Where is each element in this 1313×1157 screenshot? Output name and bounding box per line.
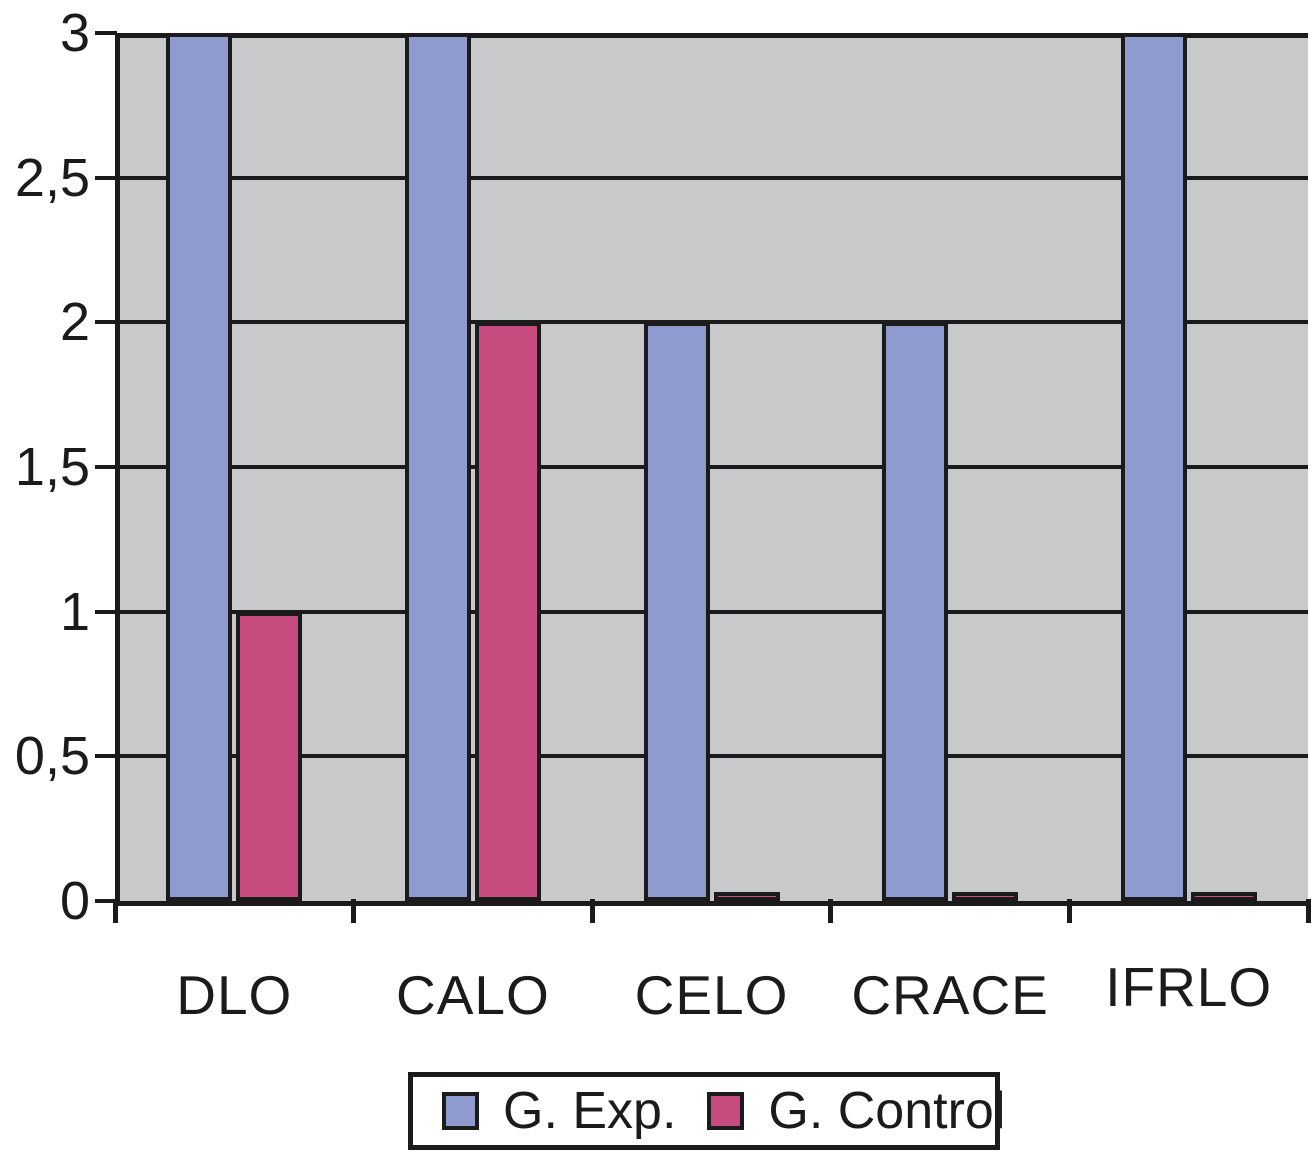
bar-control-crace xyxy=(952,892,1019,901)
x-axis-category-label: CELO xyxy=(634,964,789,1026)
gridline xyxy=(115,465,1308,469)
y-axis-tick-label: 2,5 xyxy=(14,147,90,208)
x-axis-tick xyxy=(112,899,118,923)
y-axis-tick-label: 0 xyxy=(59,871,90,931)
legend-label-control: G. Control xyxy=(768,1082,1006,1140)
y-axis-tick xyxy=(95,175,117,180)
x-axis-category-label: DLO xyxy=(176,964,293,1026)
y-axis-tick-label: 1,5 xyxy=(14,437,90,497)
legend-swatch-control xyxy=(707,1092,745,1130)
y-axis-tick xyxy=(95,754,117,759)
gridline xyxy=(115,175,1308,180)
bar-control-ifrlo xyxy=(1190,892,1257,901)
bar-control-calo xyxy=(474,322,541,901)
y-axis-tick xyxy=(95,320,117,325)
y-axis-tick-label: 0,5 xyxy=(14,726,90,787)
x-axis-tick xyxy=(1066,899,1072,923)
x-axis-tick xyxy=(1305,899,1311,923)
x-axis-tick xyxy=(351,899,357,923)
y-axis-tick-label: 3 xyxy=(59,3,90,63)
legend-label-exp: G. Exp. xyxy=(503,1082,677,1140)
y-axis-tick-label: 1 xyxy=(59,581,90,642)
gridline xyxy=(115,320,1308,325)
y-axis-tick xyxy=(95,899,117,903)
y-axis-tick xyxy=(95,465,117,469)
legend: G. Exp. G. Control xyxy=(408,1072,1005,1150)
bar-exp-ifrlo xyxy=(1120,33,1187,901)
bar-exp-calo xyxy=(404,33,471,901)
gridline xyxy=(115,609,1308,614)
x-axis-category-label: CALO xyxy=(396,964,550,1026)
gridline xyxy=(115,754,1308,759)
x-axis-category-label: CRACE xyxy=(851,964,1049,1026)
y-axis-tick-label: 2 xyxy=(59,292,90,353)
y-axis-tick xyxy=(95,31,117,35)
bar-control-celo xyxy=(713,892,780,901)
legend-swatch-exp xyxy=(442,1092,479,1130)
x-axis-category-label: IFRLO xyxy=(1105,956,1273,1018)
bar-exp-dlo xyxy=(166,33,233,901)
x-axis-tick xyxy=(589,899,595,923)
x-axis-tick xyxy=(828,899,834,923)
bar-control-dlo xyxy=(236,611,303,901)
bar-exp-celo xyxy=(643,322,710,901)
y-axis-tick xyxy=(95,609,117,614)
bar-exp-crace xyxy=(882,322,949,901)
